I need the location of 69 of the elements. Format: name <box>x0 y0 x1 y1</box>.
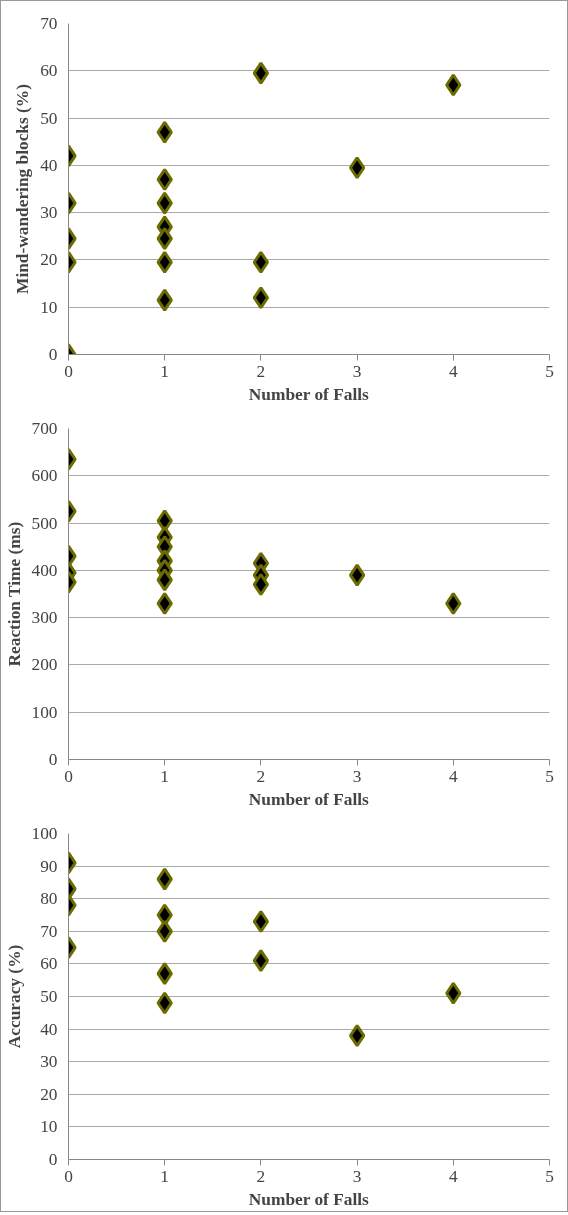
x-tick-label: 5 <box>545 766 554 786</box>
point <box>445 73 462 97</box>
y-axis-title: Mind-wandering blocks (%) <box>13 83 33 294</box>
point <box>156 227 173 251</box>
point <box>156 919 173 943</box>
x-tick-label: 2 <box>256 1166 266 1186</box>
x-tick-label: 5 <box>545 1166 554 1186</box>
x-tick-label: 1 <box>160 1166 170 1186</box>
point <box>252 910 270 934</box>
point <box>156 168 173 192</box>
x-tick-label: 1 <box>160 361 170 381</box>
point <box>156 120 173 144</box>
point <box>156 867 173 891</box>
y-tick-label: 10 <box>40 1117 58 1137</box>
x-tick-label: 5 <box>545 361 554 381</box>
point <box>156 962 173 986</box>
point <box>252 250 270 274</box>
y-tick-label: 200 <box>31 655 58 675</box>
y-tick-label: 60 <box>40 954 58 974</box>
y-tick-label: 30 <box>40 1052 58 1072</box>
y-tick-label: 30 <box>40 203 58 223</box>
y-tick-label: 100 <box>31 824 58 843</box>
y-tick-label: 70 <box>40 921 58 941</box>
x-tick-label: 0 <box>64 766 73 786</box>
y-tick-label: 600 <box>31 466 58 486</box>
x-tick-label: 3 <box>352 361 362 381</box>
x-tick-label: 3 <box>352 1166 362 1186</box>
y-tick-label: 50 <box>40 108 58 128</box>
x-tick-label: 3 <box>352 766 362 786</box>
y-tick-label: 20 <box>40 1084 58 1104</box>
point <box>252 61 270 85</box>
point <box>156 991 173 1015</box>
y-axis-title: Accuracy (%) <box>4 944 24 1049</box>
x-tick-label: 1 <box>160 766 170 786</box>
y-tick-label: 80 <box>40 889 58 909</box>
x-tick-label: 4 <box>448 1166 458 1186</box>
point <box>252 286 270 310</box>
point <box>348 1024 366 1048</box>
x-tick-label: 4 <box>448 766 458 786</box>
y-tick-label: 0 <box>48 345 58 364</box>
y-axis-title: Reaction Time (ms) <box>4 521 24 667</box>
y-tick-label: 0 <box>48 1150 58 1169</box>
y-tick-label: 500 <box>31 513 58 533</box>
x-tick-label: 2 <box>256 361 266 381</box>
x-tick-label: 0 <box>64 1166 73 1186</box>
y-tick-label: 50 <box>40 987 58 1006</box>
point <box>252 949 270 973</box>
x-axis-title: Number of Falls <box>248 1189 370 1209</box>
y-tick-label: 300 <box>31 608 58 628</box>
y-tick-label: 0 <box>48 750 58 769</box>
point <box>348 156 366 180</box>
y-tick-label: 60 <box>40 61 58 81</box>
y-tick-label: 100 <box>31 702 58 722</box>
y-tick-label: 20 <box>40 250 58 270</box>
y-tick-label: 400 <box>31 560 58 580</box>
y-tick-label: 40 <box>40 1019 58 1039</box>
y-tick-label: 10 <box>40 297 58 317</box>
y-tick-label: 700 <box>31 419 58 438</box>
x-tick-label: 0 <box>64 361 73 381</box>
x-tick-label: 4 <box>448 361 458 381</box>
x-axis-title: Number of Falls <box>248 789 370 809</box>
y-tick-label: 70 <box>40 14 58 33</box>
point <box>156 191 173 215</box>
y-tick-label: 40 <box>40 155 58 175</box>
point <box>156 250 173 274</box>
point <box>156 288 173 312</box>
y-tick-label: 90 <box>40 856 58 876</box>
x-tick-label: 2 <box>256 766 266 786</box>
x-axis-title: Number of Falls <box>248 384 370 404</box>
